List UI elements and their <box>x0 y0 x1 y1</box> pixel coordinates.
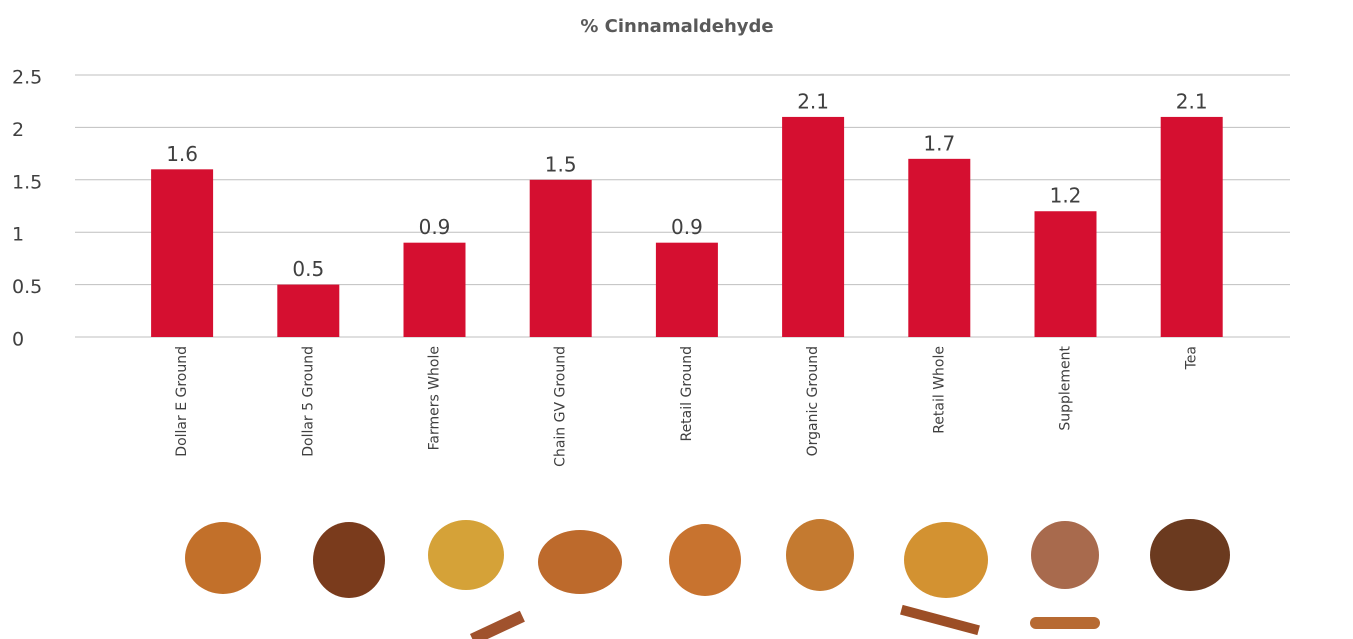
bar <box>151 169 214 337</box>
bar <box>1034 211 1097 337</box>
sample-photo <box>1150 519 1230 591</box>
data-label: 1.5 <box>545 152 577 176</box>
sample-photo <box>786 519 854 591</box>
sample-photo <box>313 522 385 598</box>
sample-photo <box>185 522 261 594</box>
data-label: 2.1 <box>797 89 829 113</box>
x-tick-label: Chain GV Ground <box>553 346 569 467</box>
data-label: 0.5 <box>292 257 324 281</box>
sample-photos <box>185 519 1230 639</box>
bar <box>529 179 592 337</box>
x-tick-label: Organic Ground <box>805 346 821 456</box>
x-tick-label: Retail Ground <box>679 346 695 442</box>
bar <box>655 242 718 337</box>
x-tick-label: Farmers Whole <box>427 346 443 450</box>
x-tick-label: Tea <box>1184 346 1200 370</box>
bar <box>908 158 971 337</box>
sample-photo <box>1031 521 1099 589</box>
data-label: 1.2 <box>1050 184 1082 208</box>
y-tick-label: 0.5 <box>12 276 42 298</box>
data-label: 0.9 <box>419 215 451 239</box>
y-tick-label: 2 <box>12 119 24 141</box>
bar <box>1160 116 1223 337</box>
data-label: 1.7 <box>923 131 955 155</box>
bar <box>782 116 845 337</box>
y-tick-label: 1.5 <box>12 171 42 193</box>
y-tick-label: 0 <box>12 329 24 351</box>
x-tick-label: Dollar 5 Ground <box>300 346 316 457</box>
x-tick-label: Retail Whole <box>931 346 947 434</box>
sample-photo <box>538 530 622 594</box>
data-label: 2.1 <box>1176 89 1208 113</box>
data-label: 1.6 <box>166 142 198 166</box>
x-tick-label: Dollar E Ground <box>174 346 190 457</box>
cinnamon-stick <box>900 604 980 636</box>
bar <box>403 242 466 337</box>
chart-title: % Cinnamaldehyde <box>580 16 773 37</box>
sample-photo <box>669 524 741 596</box>
sample-photo <box>904 522 988 598</box>
y-tick-label: 2.5 <box>12 67 42 89</box>
bar <box>277 284 340 337</box>
data-label: 0.9 <box>671 215 703 239</box>
cinnamon-stick <box>469 610 525 639</box>
capsule <box>1030 617 1100 629</box>
y-tick-label: 1 <box>12 224 24 246</box>
x-tick-label: Supplement <box>1058 345 1074 430</box>
sample-photo <box>428 520 504 590</box>
